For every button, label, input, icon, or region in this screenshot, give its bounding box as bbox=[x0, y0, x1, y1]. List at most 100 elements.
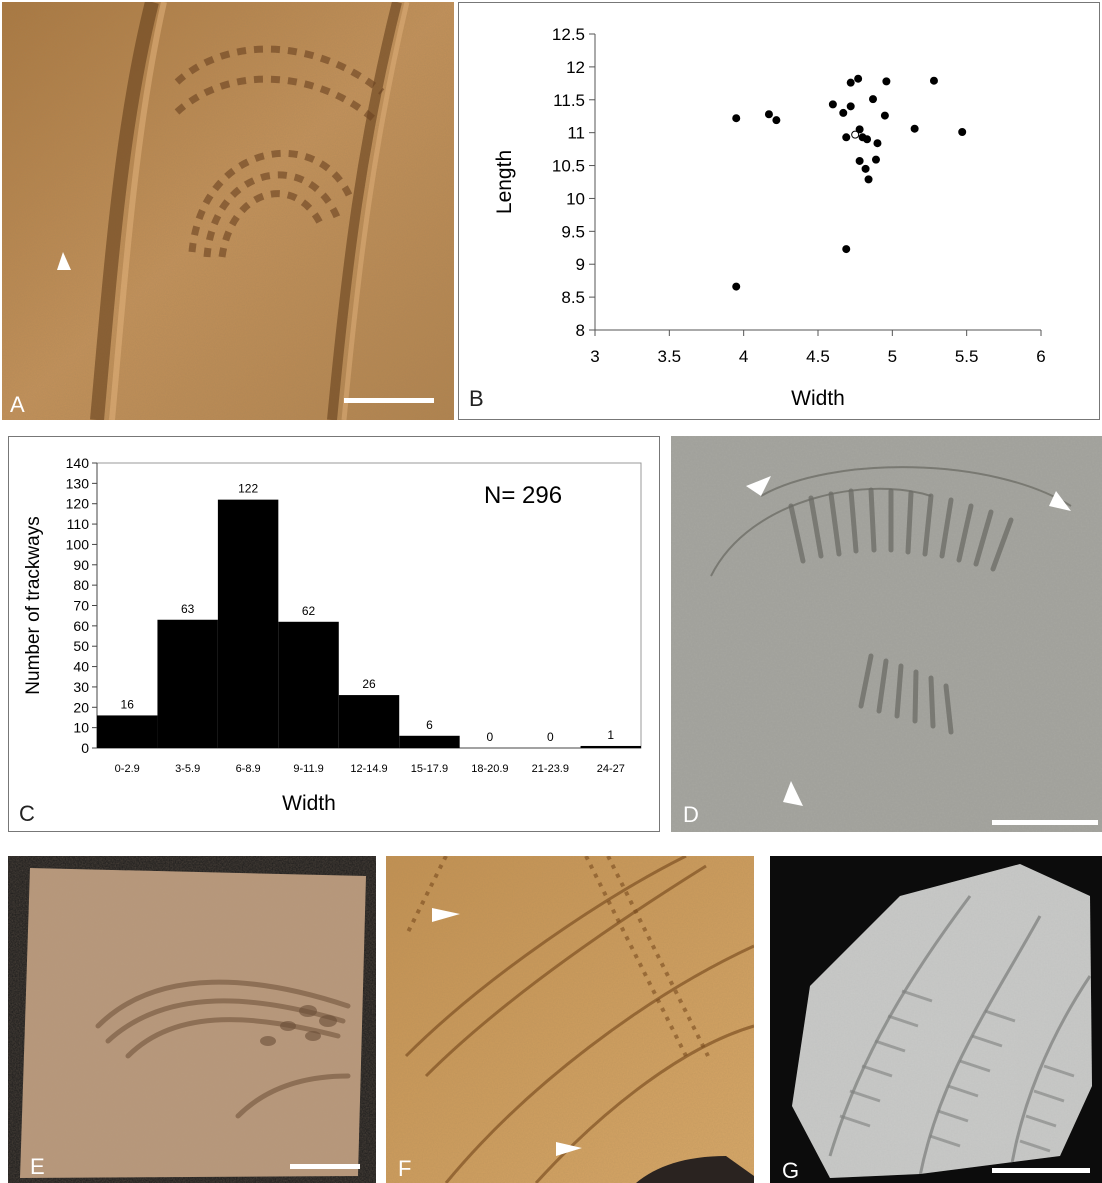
data-point bbox=[846, 102, 855, 111]
x-tick-label: 9-11.9 bbox=[293, 763, 323, 775]
scale-bar bbox=[290, 1164, 360, 1169]
x-tick-label: 12-14.9 bbox=[350, 763, 387, 775]
x-tick-label: 4 bbox=[739, 347, 748, 366]
panel-letter: G bbox=[782, 1158, 800, 1183]
x-tick-label: 4.5 bbox=[806, 347, 830, 366]
arrowhead-marker bbox=[1049, 491, 1071, 511]
x-tick-label: 6-8.9 bbox=[236, 763, 261, 775]
data-point bbox=[871, 155, 880, 164]
histogram-bar bbox=[157, 619, 218, 748]
panel-d-image bbox=[671, 436, 1102, 832]
bar-value-label: 122 bbox=[238, 482, 258, 496]
arrowhead-marker bbox=[432, 908, 460, 922]
arrowhead-marker bbox=[783, 781, 803, 806]
x-tick-label: 5.5 bbox=[955, 347, 979, 366]
data-point bbox=[869, 95, 878, 104]
panel-letter: A bbox=[10, 392, 25, 417]
y-tick-label: 100 bbox=[66, 536, 90, 552]
panel-a-image bbox=[2, 2, 454, 420]
y-tick-label: 11 bbox=[567, 124, 585, 143]
x-tick-label: 15-17.9 bbox=[411, 763, 448, 775]
data-point bbox=[732, 282, 741, 291]
x-tick-label: 5 bbox=[888, 347, 897, 366]
data-point bbox=[839, 108, 848, 117]
y-tick-label: 80 bbox=[73, 577, 89, 593]
panel-d-photo: D bbox=[671, 436, 1102, 832]
panel-c-histogram: 0 10 20 30 40 50 60 70 80 90 100 110 120 130 140 16 0-2.… bbox=[8, 436, 660, 832]
x-tick-label: 3.5 bbox=[658, 347, 682, 366]
arrowhead-marker bbox=[746, 476, 771, 496]
data-point bbox=[732, 114, 741, 123]
scatter-plot: 8 8.5 9 9.5 10 10.5 11 11.5 12 12.5 3 3.5 4 4.5 5 5.5 6 W… bbox=[493, 25, 1046, 410]
data-point bbox=[764, 110, 773, 119]
arrowhead-marker bbox=[57, 252, 71, 270]
histogram-chart: 0102030405060708090100110120130140160-2.… bbox=[23, 455, 642, 815]
data-point bbox=[828, 100, 837, 109]
data-point bbox=[929, 76, 938, 85]
data-point bbox=[863, 135, 872, 144]
y-tick-label: 140 bbox=[66, 455, 90, 471]
histogram-bar bbox=[97, 715, 158, 748]
y-tick-label: 60 bbox=[73, 618, 89, 634]
x-tick-label: 3-5.9 bbox=[175, 763, 200, 775]
data-point bbox=[855, 156, 864, 165]
y-tick-label: 9.5 bbox=[561, 222, 585, 241]
x-axis-label: Width bbox=[791, 387, 845, 410]
bar-value-label: 63 bbox=[181, 602, 195, 616]
y-tick-label: 10 bbox=[73, 720, 89, 736]
y-tick-label: 11.5 bbox=[553, 91, 585, 110]
data-point bbox=[873, 139, 882, 148]
bar-value-label: 16 bbox=[121, 697, 135, 711]
x-tick-label: 0-2.9 bbox=[115, 763, 140, 775]
sample-size-annotation: N= 296 bbox=[484, 482, 562, 509]
panel-letter: C bbox=[19, 801, 35, 826]
histogram-bar bbox=[217, 499, 279, 748]
panel-g-image bbox=[792, 864, 1092, 1178]
data-point bbox=[861, 164, 870, 173]
bar-value-label: 62 bbox=[302, 604, 316, 618]
panel-letter: F bbox=[398, 1156, 412, 1181]
scale-bar bbox=[344, 398, 434, 403]
scale-bar bbox=[992, 820, 1098, 825]
panel-letter: B bbox=[469, 386, 484, 411]
panel-letter: D bbox=[683, 802, 699, 827]
y-tick-label: 130 bbox=[66, 475, 90, 491]
data-point bbox=[958, 128, 967, 137]
histogram-bar bbox=[580, 745, 641, 748]
x-axis-label: Width bbox=[282, 792, 336, 815]
data-point bbox=[854, 74, 863, 83]
y-tick-label: 110 bbox=[67, 516, 90, 532]
bar-value-label: 1 bbox=[607, 728, 614, 742]
scale-bar bbox=[992, 1168, 1090, 1173]
data-point bbox=[842, 245, 851, 254]
panel-g-photo: G bbox=[770, 856, 1102, 1183]
data-point bbox=[880, 111, 889, 120]
panel-b-scatter-chart: 8 8.5 9 9.5 10 10.5 11 11.5 12 12.5 3 3.5 4 4.5 5 5.5 6 W… bbox=[458, 2, 1100, 420]
data-point bbox=[864, 175, 873, 184]
y-tick-label: 12 bbox=[566, 58, 585, 77]
y-tick-label: 40 bbox=[73, 659, 89, 675]
x-tick-label: 24-27 bbox=[597, 763, 625, 775]
histogram-bar bbox=[338, 695, 400, 748]
data-point bbox=[842, 133, 851, 142]
y-tick-label: 10.5 bbox=[552, 157, 585, 176]
bar-value-label: 26 bbox=[362, 677, 376, 691]
y-tick-label: 8.5 bbox=[561, 288, 585, 307]
bar-value-label: 0 bbox=[547, 730, 554, 744]
panel-e-photo: E bbox=[8, 856, 376, 1183]
y-tick-label: 120 bbox=[66, 496, 90, 512]
y-tick-label: 12.5 bbox=[552, 25, 585, 44]
data-point bbox=[882, 77, 891, 86]
histogram-bar bbox=[399, 735, 460, 748]
panel-f-photo: F bbox=[386, 856, 754, 1183]
panel-f-image bbox=[386, 856, 754, 1183]
y-tick-label: 10 bbox=[566, 189, 585, 208]
data-point bbox=[910, 124, 919, 133]
y-tick-label: 20 bbox=[73, 699, 89, 715]
y-axis-label: Length bbox=[493, 150, 516, 214]
y-tick-label: 9 bbox=[576, 255, 585, 274]
y-tick-label: 0 bbox=[81, 740, 89, 756]
x-tick-label: 18-20.9 bbox=[471, 763, 508, 775]
data-point bbox=[855, 125, 864, 134]
x-tick-label: 21-23.9 bbox=[532, 763, 569, 775]
